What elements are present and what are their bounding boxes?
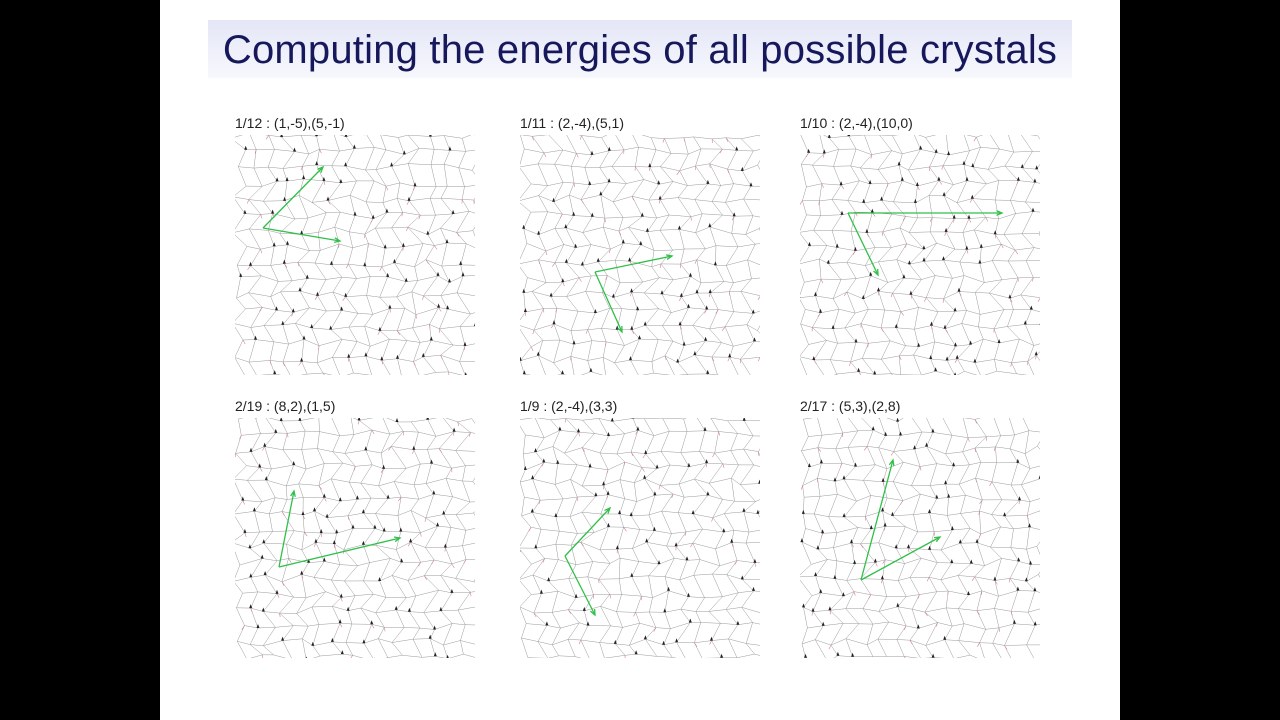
arrow-head bbox=[290, 489, 296, 498]
title-banner: Computing the energies of all possible c… bbox=[208, 20, 1072, 78]
lattice-lines bbox=[520, 418, 760, 658]
lattice-lines bbox=[800, 418, 1040, 658]
panel-label: 1/12 : (1,-5),(5,-1) bbox=[235, 115, 345, 131]
arrow-head bbox=[317, 165, 325, 173]
basis-vector bbox=[262, 166, 324, 229]
lattice-lines bbox=[520, 135, 760, 375]
arrow-head bbox=[996, 210, 1004, 216]
arrow-head bbox=[888, 458, 895, 467]
basis-vector bbox=[594, 271, 623, 333]
lattice-image bbox=[235, 135, 475, 375]
basis-vector bbox=[860, 459, 894, 581]
basis-vector bbox=[847, 212, 879, 276]
lattice-image bbox=[800, 135, 1040, 375]
arrow-head bbox=[604, 506, 612, 514]
lattice-image bbox=[235, 418, 475, 658]
arrow-head bbox=[665, 254, 674, 260]
panel-label: 1/11 : (2,-4),(5,1) bbox=[520, 115, 625, 131]
slide: Computing the energies of all possible c… bbox=[160, 0, 1120, 720]
arrow-head bbox=[873, 268, 879, 277]
lattice-pink bbox=[800, 418, 1040, 658]
basis-vector bbox=[278, 490, 295, 568]
lattice-markers bbox=[523, 418, 760, 658]
arrow-head bbox=[334, 237, 342, 244]
lattice-pink bbox=[235, 418, 472, 658]
arrow-head bbox=[589, 608, 596, 617]
panel-label: 1/9 : (2,-4),(3,3) bbox=[520, 398, 618, 414]
basis-vector bbox=[278, 537, 401, 568]
basis-vector bbox=[564, 555, 596, 616]
lattice-pink bbox=[520, 418, 759, 658]
basis-vector bbox=[594, 255, 673, 273]
arrow-head bbox=[393, 536, 402, 543]
lattice-lines bbox=[800, 135, 1040, 375]
basis-vector bbox=[262, 227, 341, 242]
slide-title: Computing the energies of all possible c… bbox=[222, 28, 1058, 72]
lattice-pink bbox=[800, 137, 1040, 375]
lattice-markers bbox=[235, 418, 456, 658]
lattice-image bbox=[800, 418, 1040, 658]
lattice-pink bbox=[242, 135, 475, 375]
lattice-image bbox=[520, 135, 760, 375]
lattice-pink bbox=[520, 135, 760, 375]
lattice-markers bbox=[239, 135, 475, 375]
arrow-head bbox=[617, 325, 623, 334]
basis-vector bbox=[860, 536, 941, 581]
lattice-markers bbox=[800, 135, 1040, 375]
panel-label: 1/10 : (2,-4),(10,0) bbox=[800, 115, 913, 131]
panel-label: 2/17 : (5,3),(2,8) bbox=[800, 398, 901, 414]
lattice-markers bbox=[800, 418, 1040, 658]
panel-label: 2/19 : (8,2),(1,5) bbox=[235, 398, 336, 414]
lattice-image bbox=[520, 418, 760, 658]
lattice-lines bbox=[235, 135, 475, 375]
lattice-lines bbox=[235, 418, 475, 658]
arrow-head bbox=[933, 536, 942, 543]
basis-vector bbox=[564, 507, 611, 557]
